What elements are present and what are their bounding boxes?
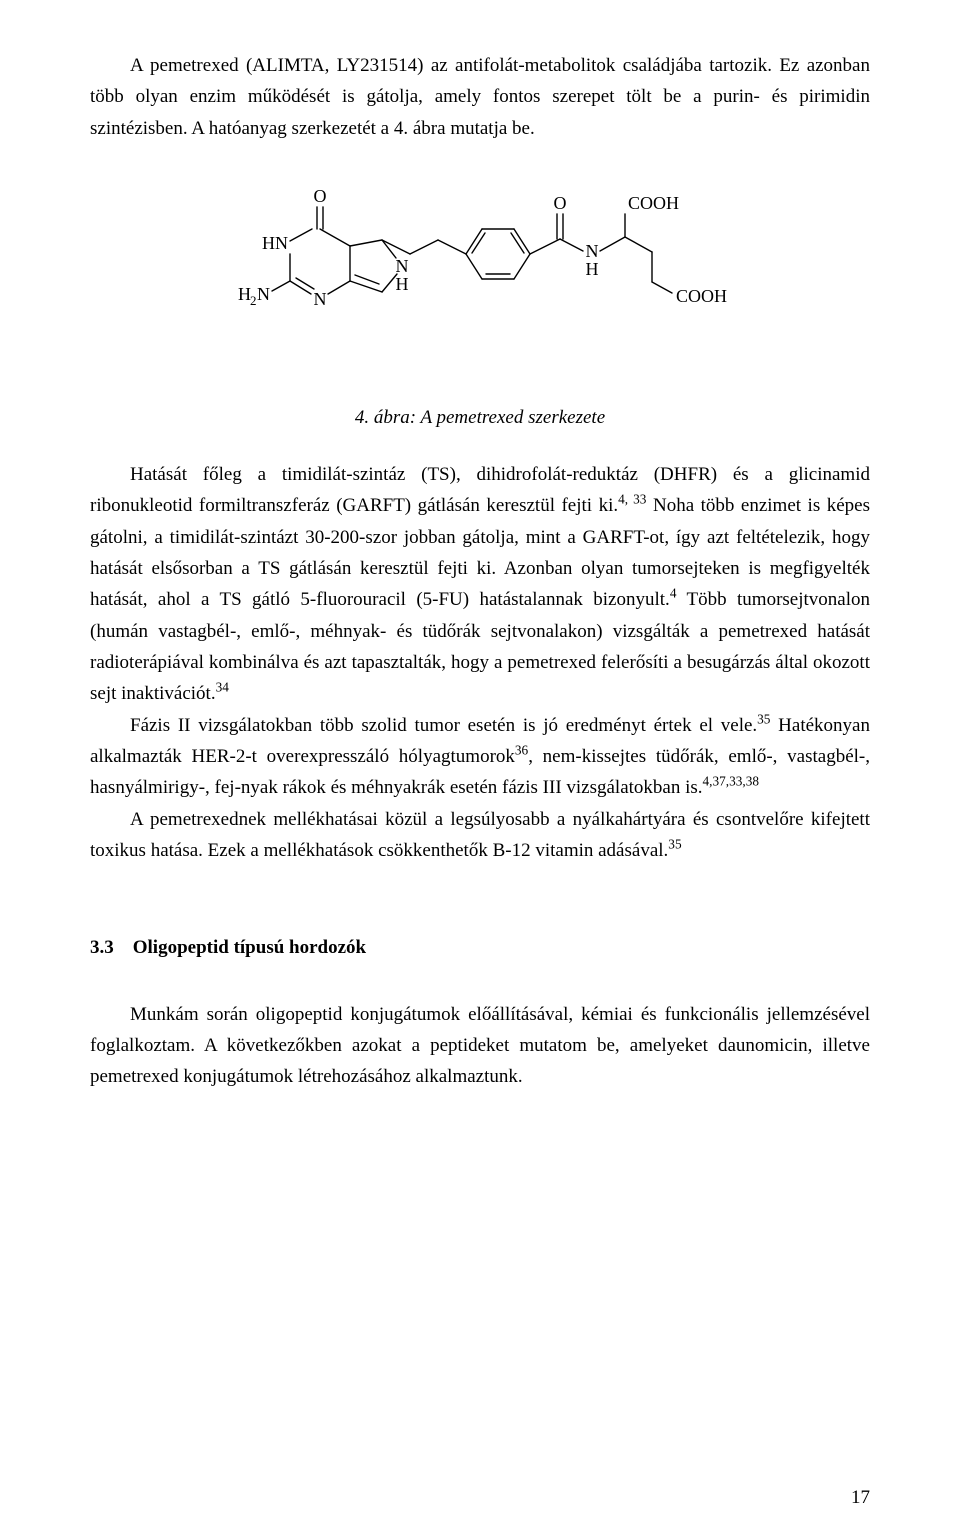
pemetrexed-structure-svg: O HN H 2 N N N H O N H COOH COOH [210, 174, 750, 384]
label-O-ketone: O [314, 186, 327, 206]
citation: 35 [668, 837, 681, 852]
accent: ő [173, 558, 183, 579]
text: Munkám során oligopeptid konjugátumok el [130, 1004, 482, 1025]
label-COOH-bottom: COOH [676, 286, 727, 306]
citation: 36 [515, 743, 528, 758]
label-N-pyrrole: N [396, 256, 409, 276]
accent: ő [680, 746, 690, 767]
paragraph-5: Munkám során oligopeptid konjugátumok el… [90, 999, 870, 1093]
accent: ő [209, 464, 219, 485]
accent: ő [280, 621, 290, 642]
accent: ő [779, 809, 789, 830]
accent: ő [636, 652, 646, 673]
page-number: 17 [851, 1487, 870, 1509]
page: A pemetrexed (ALIMTA, LY231514) az antif… [0, 0, 960, 1537]
accent: ő [482, 1004, 492, 1025]
text: rák, eml [690, 746, 757, 767]
accent: ő [757, 746, 767, 767]
paragraph-3: Fázis II vizsgálatokban több szolid tumo… [90, 710, 870, 804]
citation: 35 [757, 711, 770, 726]
section-heading: 3.3 Oligopeptid típusú hordozók [90, 937, 870, 959]
label-N-ring1: N [314, 289, 327, 309]
label-COOH-top: COOH [628, 193, 679, 213]
section-number: 3.3 [90, 937, 114, 958]
accent: ő [295, 1035, 305, 1056]
label-amide-N: N [586, 241, 599, 261]
text: , nem-kissejtes tüd [528, 746, 680, 767]
text: -, méhnyak- és tüd [289, 621, 447, 642]
text: Hatását f [130, 464, 209, 485]
label-H2N-sub: 2 [250, 293, 257, 308]
citation: 4,37,33,38 [703, 774, 760, 789]
citation: 4, 33 [618, 492, 646, 507]
paragraph-4: A pemetrexednek mellékhatásai közül a le… [90, 804, 870, 867]
label-O-amide: O [554, 193, 567, 213]
section-title: Oligopeptid típusú hordozók [133, 937, 366, 958]
label-amide-H: H [586, 259, 599, 279]
text: Fázis II vizsgálatokban több szolid tumo… [130, 715, 757, 736]
label-HN: HN [262, 233, 288, 253]
figure-chemical-structure: O HN H 2 N N N H O N H COOH COOH [90, 174, 870, 389]
text: A pemetrexednek mellékhatásai közül a le… [130, 809, 779, 830]
paragraph-2: Hatását főleg a timidilát-szintáz (TS), … [90, 459, 870, 710]
text: k B-12 vitamin adásával. [478, 840, 668, 861]
paragraph-1: A pemetrexed (ALIMTA, LY231514) az antif… [90, 50, 870, 144]
label-H2N-N: N [257, 284, 270, 304]
citation: 34 [216, 680, 229, 695]
figure-caption: 4. ábra: A pemetrexed szerkezete [90, 407, 870, 429]
accent: ű [263, 86, 273, 107]
label-H-pyrrole: H [396, 274, 409, 294]
accent: ő [469, 840, 479, 861]
accent: ő [447, 621, 457, 642]
